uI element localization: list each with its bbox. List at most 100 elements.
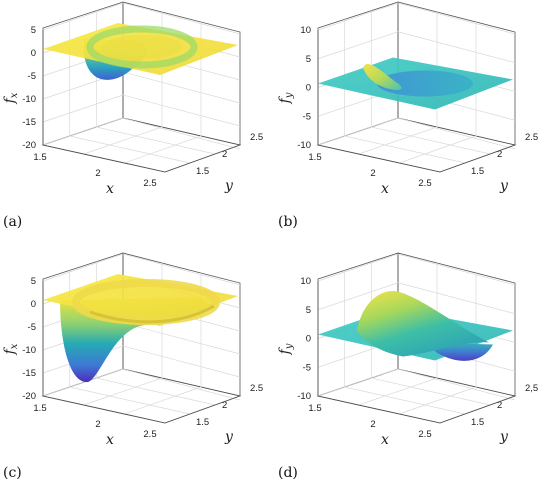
z-axis-label: fx [2, 92, 20, 104]
z-grid-right [397, 2, 516, 35]
x-tick-label: 2 [95, 419, 100, 430]
y-tick-label: 2,5 [525, 383, 538, 394]
z-grid-right [122, 345, 241, 378]
y-tick-label: 2.5 [525, 132, 538, 143]
y-tick-label: 1.5 [471, 166, 484, 177]
x-tick-label: 2.5 [143, 178, 156, 189]
floor-grid [344, 135, 466, 164]
floor [41, 117, 242, 173]
y-tick-labels: 1.5 2 2.5 [471, 132, 538, 177]
z-grid-left [42, 368, 124, 397]
front-edges [42, 281, 241, 424]
floor-grid [358, 377, 438, 406]
z-tick-label: 0 [31, 299, 36, 310]
z-grid-right [122, 253, 241, 286]
z-tick-labels: 5 0 -5 -10 -15 -20 [22, 25, 36, 151]
y-tick-label: 1.5 [196, 166, 209, 177]
z-grid-left [42, 94, 124, 123]
x-tick-label: 2.5 [418, 178, 431, 189]
z-tick-label: -20 [22, 140, 36, 151]
panel-a: 50-5-10-15-201.522.51.522.5x yfx(a) [2, 1, 263, 230]
z-grid-right [122, 117, 241, 150]
floor-grid [83, 377, 163, 406]
x-axis-label: x [106, 432, 114, 448]
x-tick-label: 2 [370, 168, 375, 179]
z-grid-right [397, 282, 516, 315]
z-grid-left [317, 282, 399, 311]
y-axis-label: y [499, 429, 509, 445]
front-edges [317, 281, 516, 424]
floor-grid [399, 135, 477, 164]
y-tick-label: 2 [222, 400, 227, 411]
front-edges [317, 30, 516, 173]
x-axis-label: x [381, 181, 389, 197]
z-tick-label: -10 [22, 345, 36, 356]
z-axis-label: fy [277, 92, 295, 104]
z-axis-label: fx [2, 343, 20, 355]
floor-grid [69, 386, 191, 415]
peak-surface [357, 291, 489, 357]
peak-surface [363, 63, 402, 91]
x-tick-label: 1.5 [33, 152, 46, 163]
x-tick-labels: 1.5 2 2.5 [308, 403, 431, 440]
rim-surface [86, 25, 198, 69]
z-tick-label: 5 [31, 276, 36, 287]
x-axis-label: x [106, 181, 114, 197]
z-grid-right [122, 368, 241, 401]
floor [41, 368, 242, 424]
z-tick-label: 0 [306, 334, 311, 345]
z-tick-label: -10 [22, 94, 36, 105]
floor-grid [344, 386, 466, 415]
subfigure-label: (d) [278, 465, 298, 479]
y-tick-label: 2 [497, 149, 502, 160]
y-tick-label: 1.5 [196, 417, 209, 428]
z-grid-right [122, 94, 241, 127]
floor-grid [124, 135, 202, 164]
x-tick-labels: 1.5 2 2.5 [308, 152, 431, 189]
y-tick-label: 1.5 [471, 417, 484, 428]
z-grid-left [317, 2, 399, 31]
x-tick-label: 2.5 [143, 429, 156, 440]
z-tick-label: -20 [22, 391, 36, 402]
floor-grid [96, 126, 216, 155]
floor-grid [358, 126, 438, 155]
z-tick-label: -5 [28, 322, 36, 333]
back-right-wall [122, 1, 241, 146]
z-tick-label: -15 [22, 117, 36, 128]
z-tick-label: -10 [297, 140, 311, 151]
floor-grid [69, 135, 191, 164]
z-grid-left [317, 253, 399, 282]
subfigure-label: (a) [3, 214, 22, 230]
z-axis-label: fy [277, 343, 295, 355]
z-grid-right [397, 31, 516, 64]
y-tick-labels: 1.5 2 2,5 [471, 383, 538, 428]
x-tick-label: 2 [95, 168, 100, 179]
floor-grid [399, 386, 477, 415]
rim-lip [89, 304, 215, 324]
floor [316, 368, 517, 424]
z-tick-label: -10 [297, 391, 311, 402]
ring-interior [102, 35, 182, 59]
y-axis-label: y [499, 178, 509, 194]
floor-grid [83, 126, 163, 155]
x-axis-label: x [381, 432, 389, 448]
y-axis-label: y [224, 429, 234, 445]
floor-grid [371, 126, 491, 155]
z-grid-right [122, 2, 241, 35]
y-tick-label: 2 [222, 149, 227, 160]
z-tick-labels: 10 5 0 -5 -10 [297, 25, 311, 151]
surface [43, 23, 238, 80]
surface [318, 57, 513, 110]
y-tick-labels: 1.5 2 2.5 [196, 132, 263, 177]
surface [318, 291, 513, 361]
z-grid-left [42, 2, 124, 31]
y-tick-labels: 1.5 2 2.5 [196, 383, 263, 428]
z-tick-label: -5 [303, 362, 311, 373]
z-grid-right [397, 368, 516, 401]
z-tick-label: -5 [303, 111, 311, 122]
z-tick-label: 10 [300, 276, 311, 287]
